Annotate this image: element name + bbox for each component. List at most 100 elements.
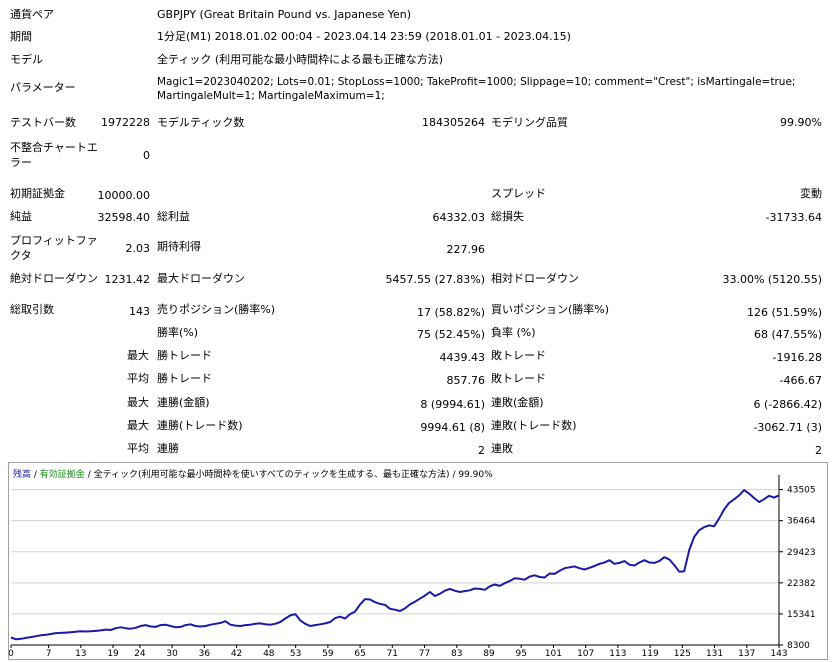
chart-header: 残高 / 有効証拠金 / 全ティック(利用可能な最小時間枠を使いすべてのティック…: [13, 467, 493, 480]
ticks-value: 184305264: [422, 116, 485, 129]
x-tick-label: 107: [577, 649, 594, 659]
cons-loss-tr-label: 連敗(トレード数): [491, 419, 577, 432]
average-prefix: 平均: [127, 372, 149, 385]
avg-cons-loss-label: 連敗: [491, 442, 513, 455]
test-report: 通貨ペア GBPJPY (Great Britain Pound vs. Jap…: [10, 8, 822, 457]
max-cons-amt-prefix: 最大: [127, 396, 149, 409]
x-tick-label: 71: [387, 649, 398, 659]
win-label: 勝率(%): [157, 326, 199, 339]
cons-loss-tr-value: -3062.71 (3): [753, 421, 822, 434]
y-tick-label: 22382: [787, 579, 816, 589]
x-tick-label: 83: [451, 649, 462, 659]
legend-separator: /: [87, 470, 94, 480]
model-label: モデル: [10, 53, 43, 66]
x-tick-label: 48: [263, 649, 275, 659]
x-tick-label: 89: [483, 649, 495, 659]
y-tick-label: 8300: [787, 641, 810, 651]
model-value: 全ティック (利用可能な最小時間枠による最も正確な方法): [157, 53, 444, 66]
x-tick-label: 95: [515, 649, 526, 659]
chart-canvas: 8300 15341 22382 29423 36464 43505 0 7 13 19 24 30 3…: [8, 475, 816, 659]
net-value: 32598.40: [97, 211, 151, 224]
expected-label: 期待利得: [157, 240, 201, 253]
largest-loss-label: 敗トレード: [491, 349, 546, 362]
bars-label: テストバー数: [10, 116, 76, 129]
x-tick-label: 137: [738, 649, 755, 659]
long-value: 126 (51.59%): [746, 306, 822, 319]
net-label: 純益: [10, 210, 32, 223]
x-tick-label: 36: [199, 649, 211, 659]
abs-dd-label: 絶対ドローダウン: [10, 272, 98, 285]
period-label: 期間: [10, 30, 32, 43]
x-tick-label: 77: [419, 649, 430, 659]
legend-separator: /: [452, 470, 459, 480]
y-tick-label: 15341: [787, 610, 816, 620]
cons-wins-tr-label: 連勝(トレード数): [157, 419, 243, 432]
x-tick-label: 65: [354, 649, 365, 659]
cons-loss-amt-label: 連敗(金額): [491, 396, 544, 409]
max-dd-label: 最大ドローダウン: [157, 272, 245, 285]
cons-wins-tr-value: 9994.61 (8): [420, 421, 485, 434]
avg-loss-label: 敗トレード: [491, 372, 546, 385]
spread-label: スプレッド: [491, 187, 546, 200]
x-tick-label: 125: [674, 649, 691, 659]
params-value: Magic1=2023040202; Lots=0.01; StopLoss=1…: [157, 76, 796, 102]
params-label: パラメーター: [10, 81, 76, 94]
legend-model: 全ティック(利用可能な最小時間枠を使いすべてのティックを生成する、最も正確な方法…: [93, 470, 450, 480]
x-tick-label: 7: [46, 649, 52, 659]
rel-dd-value: 33.00% (5120.55): [722, 273, 822, 286]
x-tick-label: 19: [107, 649, 119, 659]
legend-equity: 有効証拠金: [39, 470, 85, 480]
x-tick-label: 119: [642, 649, 659, 659]
avg-cons-loss-value: 2: [815, 444, 822, 457]
mismatch-label: 不整合チャートエラー: [10, 141, 98, 169]
spread-value: 変動: [800, 187, 822, 200]
profit-factor-value: 2.03: [125, 242, 151, 255]
avg-cons-win-value: 2: [478, 444, 485, 457]
rel-dd-label: 相対ドローダウン: [491, 272, 579, 285]
trades-value: 143: [129, 305, 150, 318]
avg-win-value: 857.76: [446, 374, 486, 387]
y-tick-label: 29423: [787, 548, 816, 558]
avg-cons-win-label: 連勝: [157, 442, 179, 455]
balance-chart: 残高 / 有効証拠金 / 全ティック(利用可能な最小時間枠を使いすべてのティック…: [8, 462, 828, 660]
deposit-value: 10000.00: [97, 189, 151, 202]
abs-dd-value: 1231.42: [104, 273, 151, 286]
max-dd-value: 5457.55 (27.83%): [385, 273, 485, 286]
bars-value: 1972228: [101, 116, 150, 129]
legend-balance: 残高: [13, 470, 32, 480]
x-tick-label: 30: [166, 649, 178, 659]
expected-value: 227.96: [446, 243, 486, 256]
avg-cons-prefix: 平均: [127, 442, 149, 455]
x-tick-label: 53: [290, 649, 301, 659]
long-label: 買いポジション(勝率%): [491, 303, 610, 316]
profit-factor-label: プロフィットファクタ: [10, 234, 98, 262]
win-value: 75 (52.45%): [416, 328, 485, 341]
x-tick-label: 59: [322, 649, 334, 659]
quality-value: 99.90%: [780, 116, 822, 129]
largest-loss-value: -1916.28: [772, 351, 822, 364]
short-label: 売りポジション(勝率%): [157, 303, 276, 316]
legend-quality: 99.90%: [458, 470, 493, 480]
quality-label: モデリング品質: [491, 116, 568, 129]
deposit-label: 初期証拠金: [10, 187, 65, 200]
gross-loss-label: 総損失: [491, 210, 524, 223]
period-value: 1分足(M1) 2018.01.02 00:04 - 2023.04.14 23…: [157, 30, 571, 43]
cons-wins-amt-label: 連勝(金額): [157, 396, 210, 409]
cons-wins-amt-value: 8 (9994.61): [420, 398, 485, 411]
x-tick-label: 13: [75, 649, 86, 659]
max-cons-tr-prefix: 最大: [127, 419, 149, 432]
x-tick-label: 42: [231, 649, 242, 659]
largest-win-label: 勝トレード: [157, 349, 212, 362]
short-value: 17 (58.82%): [416, 306, 485, 319]
avg-loss-value: -466.67: [779, 374, 822, 387]
x-tick-label: 0: [9, 649, 14, 659]
legend-separator: /: [33, 470, 40, 480]
gross-profit-value: 64332.03: [432, 211, 486, 224]
x-tick-label: 131: [706, 649, 723, 659]
trades-label: 総取引数: [10, 303, 54, 316]
symbol-value: GBPJPY (Great Britain Pound vs. Japanese…: [157, 8, 412, 21]
loss-value: 68 (47.55%): [753, 328, 822, 341]
x-tick-label: 101: [545, 649, 562, 659]
balance-line: [10, 489, 780, 641]
gross-profit-label: 総利益: [157, 210, 190, 223]
